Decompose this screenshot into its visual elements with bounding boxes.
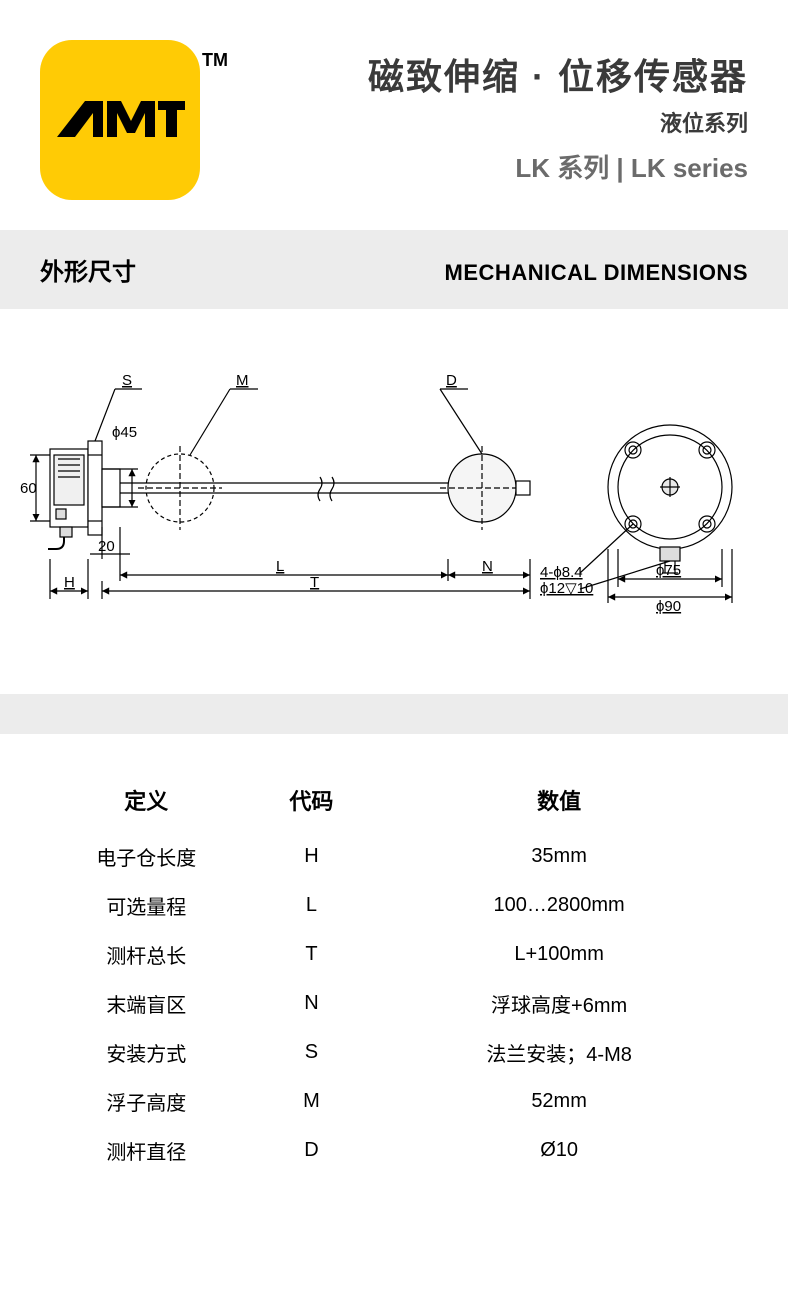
table-cell-def: 测杆直径: [50, 1126, 243, 1175]
table-row: 测杆直径DØ10: [50, 1126, 738, 1175]
title-main: 磁致伸缩 · 位移传感器: [230, 48, 748, 100]
table-cell-val: 浮球高度+6mm: [380, 979, 738, 1028]
table-cell-val: 52mm: [380, 1077, 738, 1126]
table-cell-def: 测杆总长: [50, 930, 243, 979]
table-row: 末端盲区N浮球高度+6mm: [50, 979, 738, 1028]
table-cell-val: 100…2800mm: [380, 881, 738, 930]
table-cell-code: M: [243, 1077, 381, 1126]
title-sub: 液位系列: [230, 106, 748, 138]
table-cell-val: 法兰安装；4-M8: [380, 1028, 738, 1077]
table-cell-code: D: [243, 1126, 381, 1175]
section-title-right: MECHANICAL DIMENSIONS: [445, 260, 748, 286]
label-phi90: ϕ90: [656, 598, 681, 615]
table-row: 安装方式S法兰安装；4-M8: [50, 1028, 738, 1077]
diagram-svg: S M D ϕ45 60 20 H L N T 4-ϕ8.4 ϕ12▽10 ϕ7…: [20, 359, 768, 639]
table-cell-def: 电子仓长度: [50, 832, 243, 881]
label-T: T: [310, 574, 319, 591]
logo-square: [40, 40, 200, 200]
table-cell-code: H: [243, 832, 381, 881]
logo-block: TM: [40, 40, 200, 200]
table-header-row: 定义 代码 数值: [50, 774, 738, 832]
table-row: 浮子高度M52mm: [50, 1077, 738, 1126]
spec-table-area: 定义 代码 数值 电子仓长度H35mm可选量程L100…2800mm测杆总长TL…: [0, 734, 788, 1235]
table-row: 电子仓长度H35mm: [50, 832, 738, 881]
table-cell-code: T: [243, 930, 381, 979]
label-20: 20: [98, 538, 115, 555]
title-series: LK 系列 | LK series: [230, 148, 748, 185]
label-H: H: [64, 574, 75, 591]
table-cell-def: 可选量程: [50, 881, 243, 930]
tm-label: TM: [202, 50, 228, 71]
label-M: M: [236, 372, 249, 389]
th-code: 代码: [243, 774, 381, 832]
label-D: D: [446, 372, 457, 389]
table-cell-code: S: [243, 1028, 381, 1077]
label-N: N: [482, 558, 493, 575]
table-cell-def: 安装方式: [50, 1028, 243, 1077]
header: TM 磁致伸缩 · 位移传感器 液位系列 LK 系列 | LK series: [0, 0, 788, 230]
label-phi45: ϕ45: [112, 424, 137, 441]
table-row: 测杆总长TL+100mm: [50, 930, 738, 979]
label-S: S: [122, 372, 132, 389]
label-60: 60: [20, 480, 37, 497]
th-value: 数值: [380, 774, 738, 832]
table-cell-val: L+100mm: [380, 930, 738, 979]
label-L: L: [276, 558, 284, 575]
header-text: 磁致伸缩 · 位移传感器 液位系列 LK 系列 | LK series: [230, 40, 748, 185]
table-cell-def: 浮子高度: [50, 1077, 243, 1126]
amt-logo-icon: [55, 95, 185, 145]
table-cell-val: Ø10: [380, 1126, 738, 1175]
section-bar: 外形尺寸 MECHANICAL DIMENSIONS: [0, 230, 788, 309]
section-title-left: 外形尺寸: [40, 252, 136, 287]
table-cell-val: 35mm: [380, 832, 738, 881]
table-row: 可选量程L100…2800mm: [50, 881, 738, 930]
th-definition: 定义: [50, 774, 243, 832]
label-phi75: ϕ75: [656, 562, 681, 579]
table-cell-def: 末端盲区: [50, 979, 243, 1028]
table-cell-code: N: [243, 979, 381, 1028]
label-holes: 4-ϕ8.4: [540, 564, 583, 581]
divider-block: [0, 694, 788, 734]
spec-table: 定义 代码 数值 电子仓长度H35mm可选量程L100…2800mm测杆总长TL…: [50, 774, 738, 1175]
table-cell-code: L: [243, 881, 381, 930]
label-depth: ϕ12▽10: [540, 580, 593, 597]
mechanical-diagram: S M D ϕ45 60 20 H L N T 4-ϕ8.4 ϕ12▽10 ϕ7…: [0, 309, 788, 694]
